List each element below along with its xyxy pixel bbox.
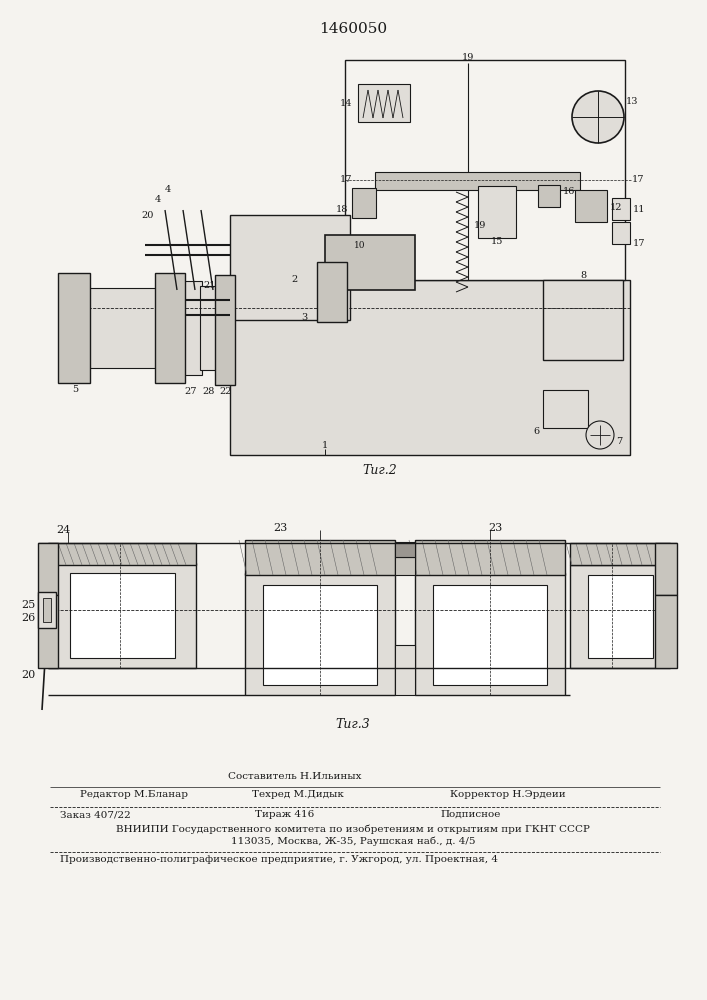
Bar	[85, 288, 160, 368]
Bar	[395, 645, 415, 695]
Bar	[215, 275, 235, 385]
Text: Τиг.3: Τиг.3	[336, 718, 370, 732]
Text: 27: 27	[185, 387, 197, 396]
Text: 13: 13	[626, 98, 638, 106]
Circle shape	[572, 91, 624, 143]
Bar	[570, 543, 670, 565]
Text: 3: 3	[302, 314, 308, 322]
Text: 19: 19	[474, 221, 486, 230]
Bar	[543, 280, 623, 360]
Bar	[230, 215, 350, 320]
Text: 23: 23	[273, 523, 287, 533]
Text: 28: 28	[203, 387, 215, 396]
Text: 4: 4	[165, 186, 171, 194]
Text: 20: 20	[21, 670, 35, 680]
Bar	[612, 198, 630, 220]
Bar	[155, 273, 185, 383]
Text: 15: 15	[491, 237, 503, 246]
Text: Техред М.Дидык: Техред М.Дидык	[252, 790, 344, 799]
Bar	[538, 185, 560, 207]
Bar	[317, 262, 347, 322]
Text: ВНИИПИ Государственного комитета по изобретениям и открытиям при ГКНТ СССР: ВНИИПИ Государственного комитета по изоб…	[116, 824, 590, 834]
Text: 8: 8	[580, 271, 586, 280]
Text: 26: 26	[21, 613, 35, 623]
Bar	[38, 595, 58, 668]
Bar	[358, 84, 410, 122]
Text: Производственно-полиграфическое предприятие, г. Ужгород, ул. Проектная, 4: Производственно-полиграфическое предприя…	[60, 855, 498, 864]
Text: Заказ 407/22: Заказ 407/22	[60, 810, 131, 819]
Bar	[325, 235, 415, 290]
Text: Составитель Н.Ильиных: Составитель Н.Ильиных	[228, 772, 362, 781]
Text: 25: 25	[21, 600, 35, 610]
Bar	[182, 281, 202, 375]
Text: 23: 23	[488, 523, 502, 533]
Text: 5: 5	[72, 385, 78, 394]
Bar	[575, 190, 607, 222]
Bar	[70, 573, 175, 658]
Text: 6: 6	[534, 428, 540, 436]
Text: 1460050: 1460050	[319, 22, 387, 36]
Bar	[415, 573, 565, 695]
Bar	[230, 280, 630, 455]
Bar	[395, 542, 415, 557]
Text: 12: 12	[610, 204, 622, 213]
Text: 22: 22	[220, 387, 233, 396]
Text: 4: 4	[155, 196, 161, 205]
Bar	[48, 563, 196, 668]
Text: 113035, Москва, Ж-35, Раушская наб., д. 4/5: 113035, Москва, Ж-35, Раушская наб., д. …	[230, 837, 475, 846]
Text: 17: 17	[633, 239, 645, 248]
Bar	[433, 585, 547, 685]
Bar	[352, 188, 376, 218]
Bar	[478, 186, 516, 238]
Text: 2: 2	[292, 275, 298, 284]
Bar	[245, 540, 395, 575]
Text: Τиг.2: Τиг.2	[363, 464, 397, 477]
Text: 17: 17	[632, 176, 645, 184]
Bar	[655, 543, 677, 595]
Bar	[245, 573, 395, 695]
Text: 20: 20	[142, 211, 154, 220]
Circle shape	[586, 421, 614, 449]
Bar	[415, 540, 565, 575]
Bar	[375, 172, 580, 190]
Text: 17: 17	[339, 176, 352, 184]
Bar	[43, 598, 51, 622]
Text: 18: 18	[336, 206, 348, 215]
Bar	[38, 543, 58, 595]
Bar	[58, 273, 90, 383]
Text: Тираж 416: Тираж 416	[255, 810, 314, 819]
Bar	[48, 543, 196, 565]
Text: Редактор М.Бланар: Редактор М.Бланар	[80, 790, 188, 799]
Bar	[345, 60, 625, 280]
Bar	[612, 222, 630, 244]
Bar	[263, 585, 377, 685]
Text: 10: 10	[354, 240, 366, 249]
Bar	[570, 565, 670, 668]
Text: 19: 19	[462, 52, 474, 62]
Text: 11: 11	[633, 206, 645, 215]
Bar	[395, 557, 415, 575]
Text: Корректор Н.Эрдеии: Корректор Н.Эрдеии	[450, 790, 566, 799]
Text: 7: 7	[616, 438, 622, 446]
Text: Подписное: Подписное	[440, 810, 501, 819]
Bar	[588, 575, 653, 658]
Text: 14: 14	[339, 100, 352, 108]
Text: 24: 24	[56, 525, 70, 535]
Bar	[655, 595, 677, 668]
Bar	[38, 592, 56, 628]
Bar	[200, 286, 218, 370]
Text: 21: 21	[204, 280, 216, 290]
Text: 1: 1	[322, 441, 328, 450]
Bar	[543, 390, 588, 428]
Text: 16: 16	[563, 188, 575, 196]
